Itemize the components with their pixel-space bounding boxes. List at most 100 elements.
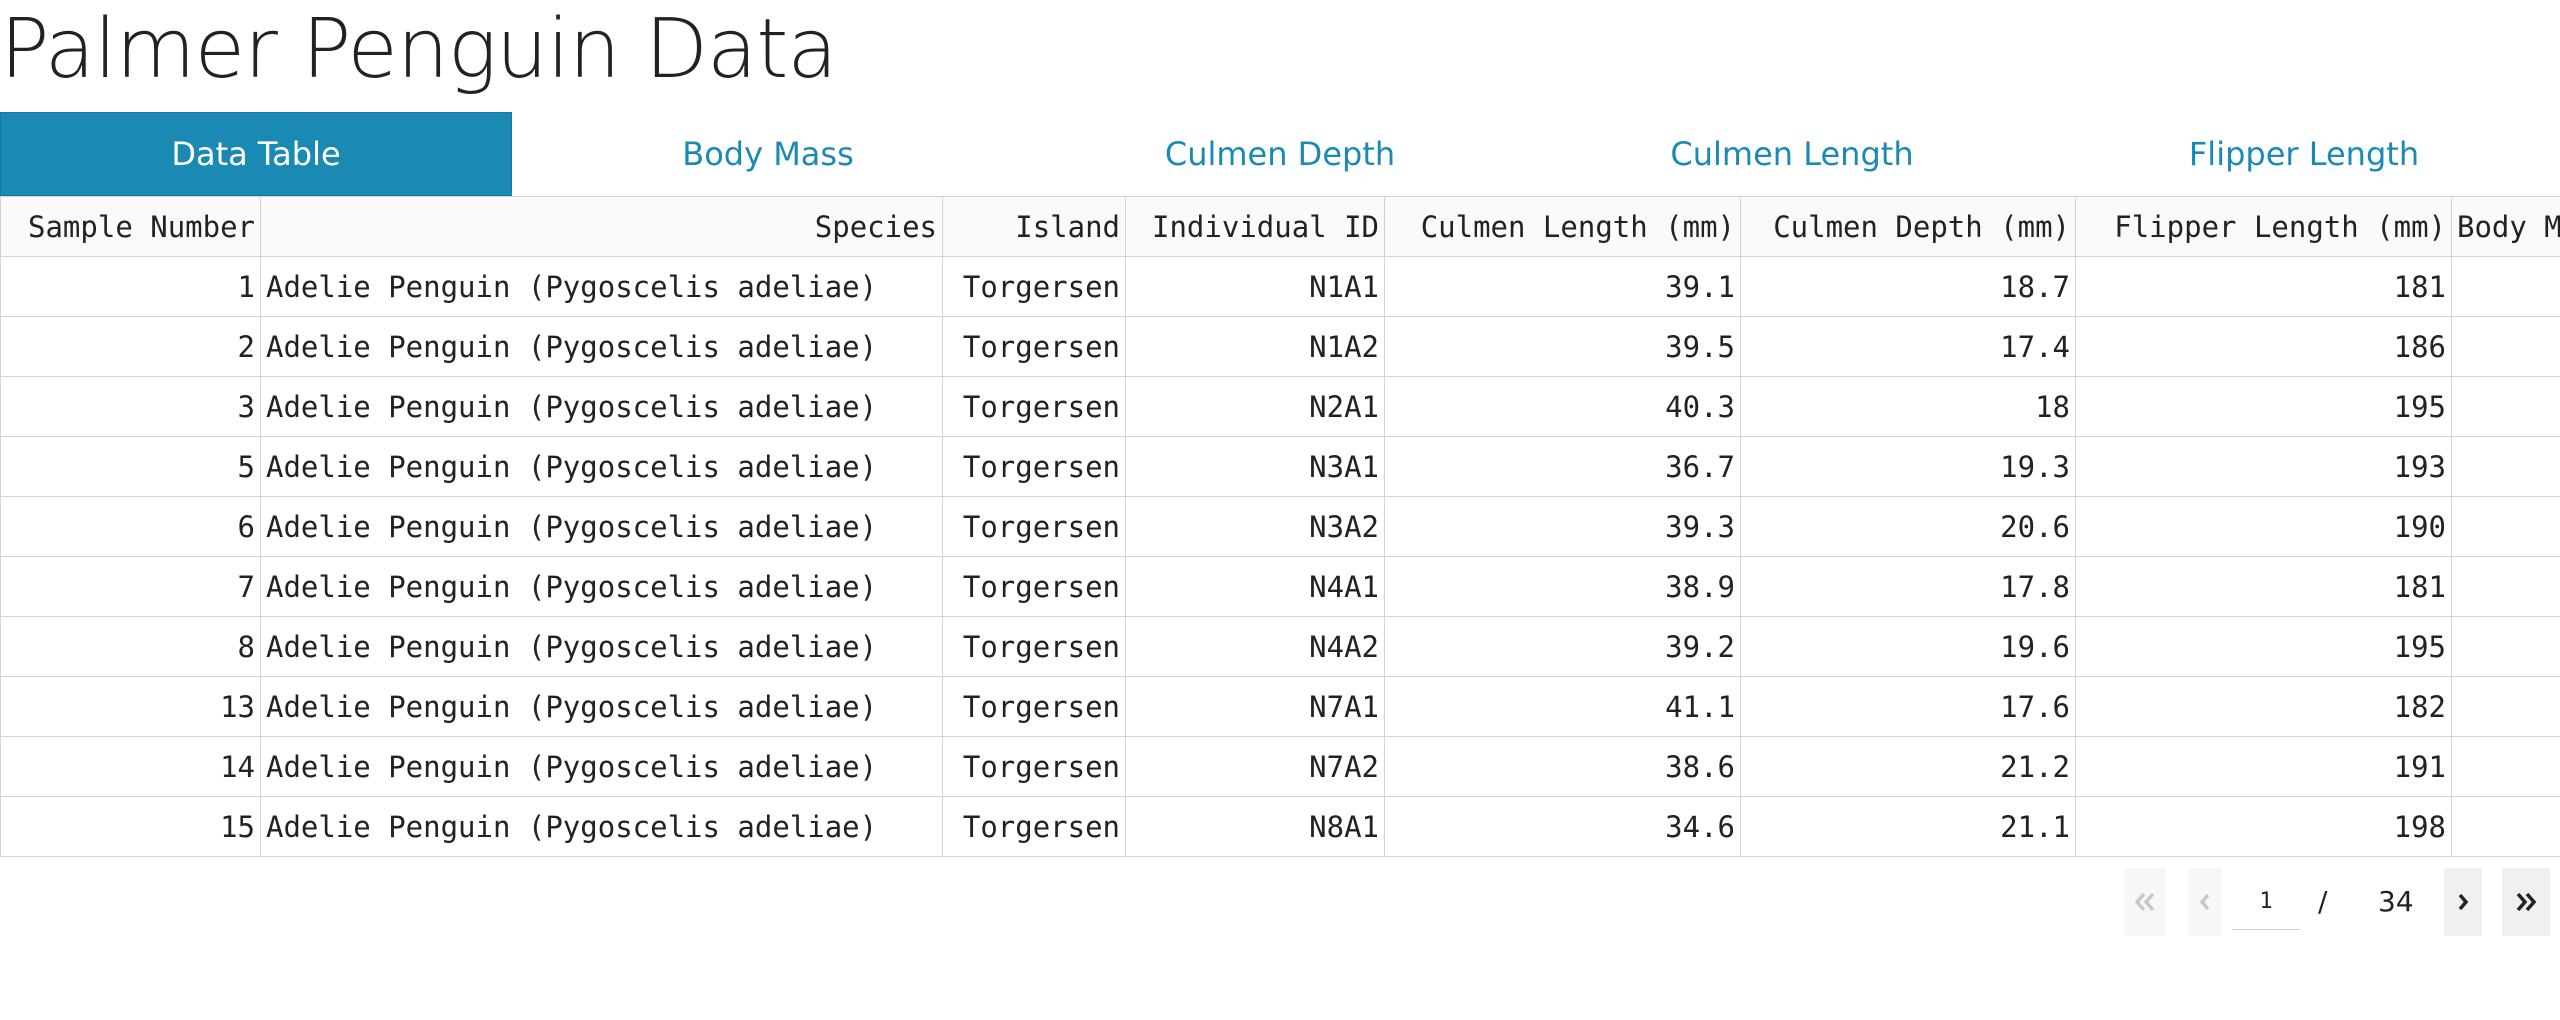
table-cell: Adelie Penguin (Pygoscelis adeliae) xyxy=(260,676,943,737)
table-cell: 17.8 xyxy=(1740,556,2076,617)
table-cell: N2A1 xyxy=(1125,376,1385,437)
table-cell xyxy=(2451,316,2560,377)
column-header[interactable]: Individual ID xyxy=(1125,196,1385,257)
table-cell: 20.6 xyxy=(1740,496,2076,557)
table-header-row: Sample Number Species Island Individual ID C… xyxy=(0,196,2560,257)
table-cell: N1A2 xyxy=(1125,316,1385,377)
table-cell: 7 xyxy=(0,556,261,617)
table-cell: Adelie Penguin (Pygoscelis adeliae) xyxy=(260,496,943,557)
tab-body-mass[interactable]: Body Mass xyxy=(682,135,854,173)
table-cell: 18 xyxy=(1740,376,2076,437)
column-header[interactable]: Island xyxy=(942,196,1126,257)
table-cell: N8A1 xyxy=(1125,796,1385,857)
table-cell xyxy=(2451,376,2560,437)
tab-culmen-length[interactable]: Culmen Length xyxy=(1670,135,1914,173)
table-cell xyxy=(2451,676,2560,737)
table-cell: N4A1 xyxy=(1125,556,1385,617)
table-cell: 198 xyxy=(2075,796,2452,857)
double-chevron-right-icon xyxy=(2516,892,2537,912)
table-cell: Adelie Penguin (Pygoscelis adeliae) xyxy=(260,556,943,617)
table-row: 7 Adelie Penguin (Pygoscelis adeliae) Torg… xyxy=(0,556,2560,617)
table-cell xyxy=(2451,556,2560,617)
table-cell: 38.9 xyxy=(1384,556,1741,617)
table-cell: N3A2 xyxy=(1125,496,1385,557)
table-row: 14 Adelie Penguin (Pygoscelis adeliae) Tor… xyxy=(0,736,2560,797)
table-cell: Torgersen xyxy=(942,436,1126,497)
table-cell: 15 xyxy=(0,796,261,857)
page-title: Palmer Penguin Data xyxy=(0,2,838,97)
table-cell: Torgersen xyxy=(942,676,1126,737)
table-cell: 181 xyxy=(2075,256,2452,317)
column-header[interactable]: Sample Number xyxy=(0,196,261,257)
table-cell: 3 xyxy=(0,376,261,437)
table-cell: 39.1 xyxy=(1384,256,1741,317)
table-cell xyxy=(2451,436,2560,497)
table-row: 1 Adelie Penguin (Pygoscelis adeliae) Torg… xyxy=(0,256,2560,317)
table-row: 2 Adelie Penguin (Pygoscelis adeliae) Torg… xyxy=(0,316,2560,377)
table-cell: 17.6 xyxy=(1740,676,2076,737)
first-page-button[interactable] xyxy=(2124,868,2166,936)
table-cell: 182 xyxy=(2075,676,2452,737)
table-cell xyxy=(2451,796,2560,857)
table-cell: N7A2 xyxy=(1125,736,1385,797)
table-cell: Torgersen xyxy=(942,256,1126,317)
previous-page-button[interactable] xyxy=(2188,868,2222,936)
table-cell: Adelie Penguin (Pygoscelis adeliae) xyxy=(260,616,943,677)
table-cell: 18.7 xyxy=(1740,256,2076,317)
last-page-button[interactable] xyxy=(2502,868,2550,936)
table-cell: 1 xyxy=(0,256,261,317)
tab-data-table[interactable]: Data Table xyxy=(0,112,512,196)
table-cell: 40.3 xyxy=(1384,376,1741,437)
table-cell: Adelie Penguin (Pygoscelis adeliae) xyxy=(260,796,943,857)
column-header[interactable]: Flipper Length (mm) xyxy=(2075,196,2452,257)
table-row: 13 Adelie Penguin (Pygoscelis adeliae) Tor… xyxy=(0,676,2560,737)
table-cell: Adelie Penguin (Pygoscelis adeliae) xyxy=(260,736,943,797)
next-page-button[interactable] xyxy=(2444,868,2482,936)
table-cell xyxy=(2451,496,2560,557)
table-cell: 19.3 xyxy=(1740,436,2076,497)
table-cell: Torgersen xyxy=(942,796,1126,857)
table-cell: 36.7 xyxy=(1384,436,1741,497)
table-cell: 8 xyxy=(0,616,261,677)
column-header[interactable]: Culmen Length (mm) xyxy=(1384,196,1741,257)
table-cell: 41.1 xyxy=(1384,676,1741,737)
table-cell: Adelie Penguin (Pygoscelis adeliae) xyxy=(260,436,943,497)
column-header[interactable]: Culmen Depth (mm) xyxy=(1740,196,2076,257)
double-chevron-left-icon xyxy=(2134,892,2155,912)
table-cell: 195 xyxy=(2075,376,2452,437)
table-row: 3 Adelie Penguin (Pygoscelis adeliae) Torg… xyxy=(0,376,2560,437)
tab-flipper-length[interactable]: Flipper Length xyxy=(2188,135,2420,173)
tab-culmen-depth[interactable]: Culmen Depth xyxy=(1164,135,1396,173)
page-separator: / xyxy=(2318,885,2328,918)
table-cell: Adelie Penguin (Pygoscelis adeliae) xyxy=(260,256,943,317)
table-cell: 21.1 xyxy=(1740,796,2076,857)
table-cell: 193 xyxy=(2075,436,2452,497)
table-cell: N3A1 xyxy=(1125,436,1385,497)
table-cell: N7A1 xyxy=(1125,676,1385,737)
table-cell: Torgersen xyxy=(942,736,1126,797)
table-cell: 186 xyxy=(2075,316,2452,377)
page-number-input[interactable] xyxy=(2232,874,2300,930)
table-cell: 21.2 xyxy=(1740,736,2076,797)
table-row: 6 Adelie Penguin (Pygoscelis adeliae) Torg… xyxy=(0,496,2560,557)
data-table: Sample Number Species Island Individual ID C… xyxy=(0,196,2560,857)
table-cell: 38.6 xyxy=(1384,736,1741,797)
column-header[interactable]: Species xyxy=(260,196,943,257)
table-cell: 195 xyxy=(2075,616,2452,677)
table-row: 5 Adelie Penguin (Pygoscelis adeliae) Torg… xyxy=(0,436,2560,497)
table-cell: 6 xyxy=(0,496,261,557)
table-cell: 39.2 xyxy=(1384,616,1741,677)
table-cell: Adelie Penguin (Pygoscelis adeliae) xyxy=(260,376,943,437)
data-table-container: Sample Number Species Island Individual ID C… xyxy=(0,196,2560,858)
table-cell: 13 xyxy=(0,676,261,737)
column-header[interactable]: Body Mass (g) xyxy=(2451,196,2560,257)
table-cell: 19.6 xyxy=(1740,616,2076,677)
table-cell: 5 xyxy=(0,436,261,497)
table-cell xyxy=(2451,736,2560,797)
table-cell: 39.5 xyxy=(1384,316,1741,377)
chevron-left-icon xyxy=(2199,893,2210,911)
table-cell: N4A2 xyxy=(1125,616,1385,677)
table-cell: 190 xyxy=(2075,496,2452,557)
table-cell: N1A1 xyxy=(1125,256,1385,317)
table-cell: 39.3 xyxy=(1384,496,1741,557)
